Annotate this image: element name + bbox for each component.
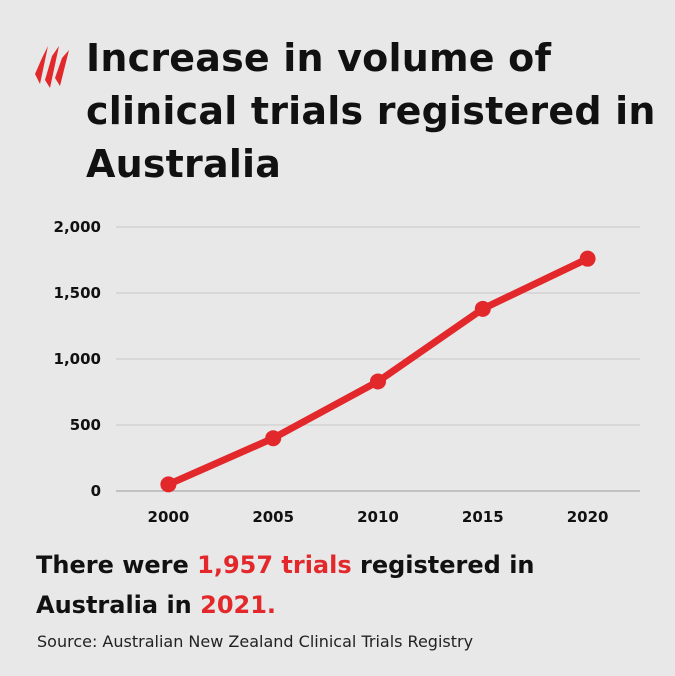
line-chart: 0 500 1,000 1,500 2,000 2000 2005 2010 2015 2020: [54, 218, 640, 526]
data-point: [265, 430, 282, 447]
data-point: [474, 300, 491, 317]
y-axis-ticks: 0 500 1,000 1,500 2,000: [54, 218, 101, 500]
x-tick-label: 2010: [357, 508, 399, 526]
y-tick-label: 2,000: [54, 218, 101, 236]
x-tick-label: 2000: [148, 508, 190, 526]
data-point: [160, 476, 177, 493]
grid-lines: [116, 226, 640, 492]
data-point: [370, 373, 386, 390]
summary-part2: registered in Australia in: [36, 551, 535, 619]
sbs-logo-icon: [35, 46, 69, 88]
source-note: Source: Australian New Zealand Clinical …: [37, 632, 474, 651]
data-point: [579, 250, 596, 267]
summary-part1: There were: [36, 551, 198, 579]
x-tick-label: 2020: [567, 508, 609, 526]
y-tick-label: 1,000: [54, 350, 101, 368]
chart-title: Increase in volume of clinical trials re…: [86, 36, 656, 186]
series: [160, 250, 596, 493]
x-tick-label: 2015: [462, 508, 504, 526]
x-tick-label: 2005: [252, 508, 294, 526]
x-axis-ticks: 2000 2005 2010 2015 2020: [148, 508, 609, 526]
summary-highlight-trials: 1,957 trials: [197, 551, 352, 579]
y-tick-label: 500: [70, 416, 101, 434]
summary-highlight-year: 2021.: [200, 591, 277, 619]
summary-text: There were 1,957 trials registered in Au…: [36, 545, 656, 625]
y-tick-label: 0: [91, 482, 101, 500]
y-tick-label: 1,500: [54, 284, 101, 302]
